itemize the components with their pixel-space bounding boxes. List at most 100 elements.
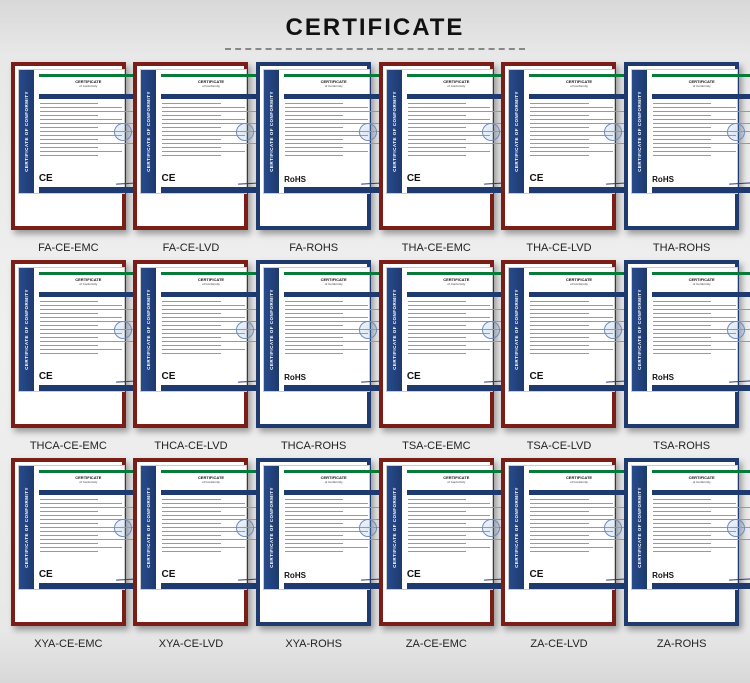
doc-text-line bbox=[40, 317, 122, 318]
doc-text-line bbox=[40, 313, 98, 314]
doc-text-line bbox=[408, 313, 466, 314]
doc-text-line bbox=[285, 119, 367, 120]
spine-text: CERTIFICATE OF CONFORMITY bbox=[146, 91, 151, 172]
certificate-frame: CERTIFICATE OF CONFORMITYCERTIFICATEof C… bbox=[624, 458, 739, 626]
doc-text-line bbox=[285, 309, 382, 310]
doc-text-line bbox=[408, 103, 466, 104]
doc-text-line bbox=[530, 511, 588, 512]
spine-text: CERTIFICATE OF CONFORMITY bbox=[392, 91, 397, 172]
doc-footer: CE bbox=[161, 161, 260, 185]
doc-text-line bbox=[408, 309, 505, 310]
certificate-spine: CERTIFICATE OF CONFORMITY bbox=[264, 70, 280, 193]
spine-text: CERTIFICATE OF CONFORMITY bbox=[269, 487, 274, 568]
doc-text-line bbox=[653, 127, 711, 128]
doc-text-line bbox=[285, 341, 382, 342]
certificate-spine: CERTIFICATE OF CONFORMITY bbox=[632, 268, 648, 391]
doc-subtitle: of Conformity bbox=[529, 282, 628, 286]
doc-text-line bbox=[530, 111, 627, 112]
doc-text-line bbox=[285, 551, 343, 552]
spine-text: CERTIFICATE OF CONFORMITY bbox=[392, 289, 397, 370]
certificate-spine: CERTIFICATE OF CONFORMITY bbox=[387, 268, 403, 391]
doc-text-line bbox=[653, 301, 711, 302]
doc-text-line bbox=[162, 539, 259, 540]
certificate-spine: CERTIFICATE OF CONFORMITY bbox=[19, 466, 35, 589]
certificate-caption: FA-CE-LVD bbox=[163, 242, 220, 254]
doc-text-line bbox=[653, 325, 711, 326]
certificate-inner: CERTIFICATE OF CONFORMITYCERTIFICATEof C… bbox=[140, 267, 247, 392]
certificate-document: CERTIFICATEof ConformityCE bbox=[158, 270, 263, 393]
certificate-document: CERTIFICATEof ConformityCE bbox=[36, 270, 141, 393]
doc-text-line bbox=[530, 535, 588, 536]
doc-text-line bbox=[653, 147, 711, 148]
doc-text-line bbox=[162, 337, 220, 338]
doc-text-line bbox=[40, 349, 122, 350]
doc-text-line bbox=[162, 139, 220, 140]
doc-text-line bbox=[40, 115, 98, 116]
doc-body bbox=[39, 299, 138, 359]
doc-text-line bbox=[530, 349, 612, 350]
certificate-frame: CERTIFICATE OF CONFORMITYCERTIFICATEof C… bbox=[624, 260, 739, 428]
doc-text-line bbox=[530, 547, 612, 548]
doc-text-line bbox=[162, 119, 244, 120]
certificate-frame: CERTIFICATE OF CONFORMITYCERTIFICATEof C… bbox=[379, 260, 494, 428]
doc-subtitle: of Conformity bbox=[39, 480, 138, 484]
doc-text-line bbox=[162, 543, 220, 544]
signature-icon bbox=[729, 177, 750, 184]
ce-mark: CE bbox=[529, 569, 543, 580]
doc-text-line bbox=[408, 499, 466, 500]
doc-text-line bbox=[285, 345, 343, 346]
certificate-spine: CERTIFICATE OF CONFORMITY bbox=[141, 466, 157, 589]
rohs-mark: RoHS bbox=[284, 571, 306, 580]
doc-text-line bbox=[285, 305, 367, 306]
doc-text-line bbox=[653, 337, 711, 338]
doc-text-line bbox=[408, 341, 505, 342]
doc-body bbox=[39, 497, 138, 557]
doc-subtitle: of Conformity bbox=[39, 84, 138, 88]
doc-header: CERTIFICATEof Conformity bbox=[407, 74, 506, 92]
certificate-inner: CERTIFICATE OF CONFORMITYCERTIFICATEof C… bbox=[386, 465, 493, 590]
certificate-frame: CERTIFICATE OF CONFORMITYCERTIFICATEof C… bbox=[256, 62, 371, 230]
doc-text-line bbox=[530, 515, 612, 516]
doc-text-line bbox=[530, 147, 588, 148]
doc-subtitle: of Conformity bbox=[284, 84, 383, 88]
stamp-icon bbox=[482, 519, 500, 537]
doc-text-line bbox=[653, 107, 735, 108]
certificate-inner: CERTIFICATE OF CONFORMITYCERTIFICATEof C… bbox=[631, 267, 738, 392]
certificate-document: CERTIFICATEof ConformityRoHS bbox=[281, 270, 386, 393]
certificate-cell: CERTIFICATE OF CONFORMITYCERTIFICATEof C… bbox=[378, 62, 495, 254]
certificate-caption: THCA-ROHS bbox=[281, 440, 346, 452]
doc-text-line bbox=[408, 107, 490, 108]
certificate-cell: CERTIFICATE OF CONFORMITYCERTIFICATEof C… bbox=[10, 62, 127, 254]
doc-bluebar bbox=[161, 490, 260, 495]
doc-text-line bbox=[40, 309, 137, 310]
doc-text-line bbox=[408, 511, 466, 512]
doc-text-line bbox=[653, 333, 735, 334]
doc-text-line bbox=[530, 107, 612, 108]
certificate-spine: CERTIFICATE OF CONFORMITY bbox=[509, 70, 525, 193]
doc-text-line bbox=[162, 353, 220, 354]
rohs-mark: RoHS bbox=[284, 373, 306, 382]
doc-header: CERTIFICATEof Conformity bbox=[39, 272, 138, 290]
doc-footer: CE bbox=[39, 161, 138, 185]
certificate-cell: CERTIFICATE OF CONFORMITYCERTIFICATEof C… bbox=[501, 458, 618, 650]
doc-text-line bbox=[408, 139, 466, 140]
certificate-spine: CERTIFICATE OF CONFORMITY bbox=[387, 466, 403, 589]
doc-body bbox=[529, 299, 628, 359]
ce-mark: CE bbox=[161, 173, 175, 184]
doc-bluebar bbox=[529, 94, 628, 99]
doc-subtitle: of Conformity bbox=[161, 480, 260, 484]
doc-text-line bbox=[530, 337, 588, 338]
doc-text-line bbox=[530, 539, 627, 540]
doc-text-line bbox=[408, 151, 490, 152]
doc-text-line bbox=[530, 301, 588, 302]
stamp-icon bbox=[727, 519, 745, 537]
doc-body bbox=[161, 299, 260, 359]
certificate-cell: CERTIFICATE OF CONFORMITYCERTIFICATEof C… bbox=[501, 260, 618, 452]
doc-body bbox=[407, 101, 506, 161]
doc-text-line bbox=[530, 305, 612, 306]
doc-text-line bbox=[162, 515, 244, 516]
certificate-cell: CERTIFICATE OF CONFORMITYCERTIFICATEof C… bbox=[133, 260, 250, 452]
doc-text-line bbox=[653, 499, 711, 500]
certificate-inner: CERTIFICATE OF CONFORMITYCERTIFICATEof C… bbox=[263, 69, 370, 194]
doc-text-line bbox=[408, 337, 466, 338]
